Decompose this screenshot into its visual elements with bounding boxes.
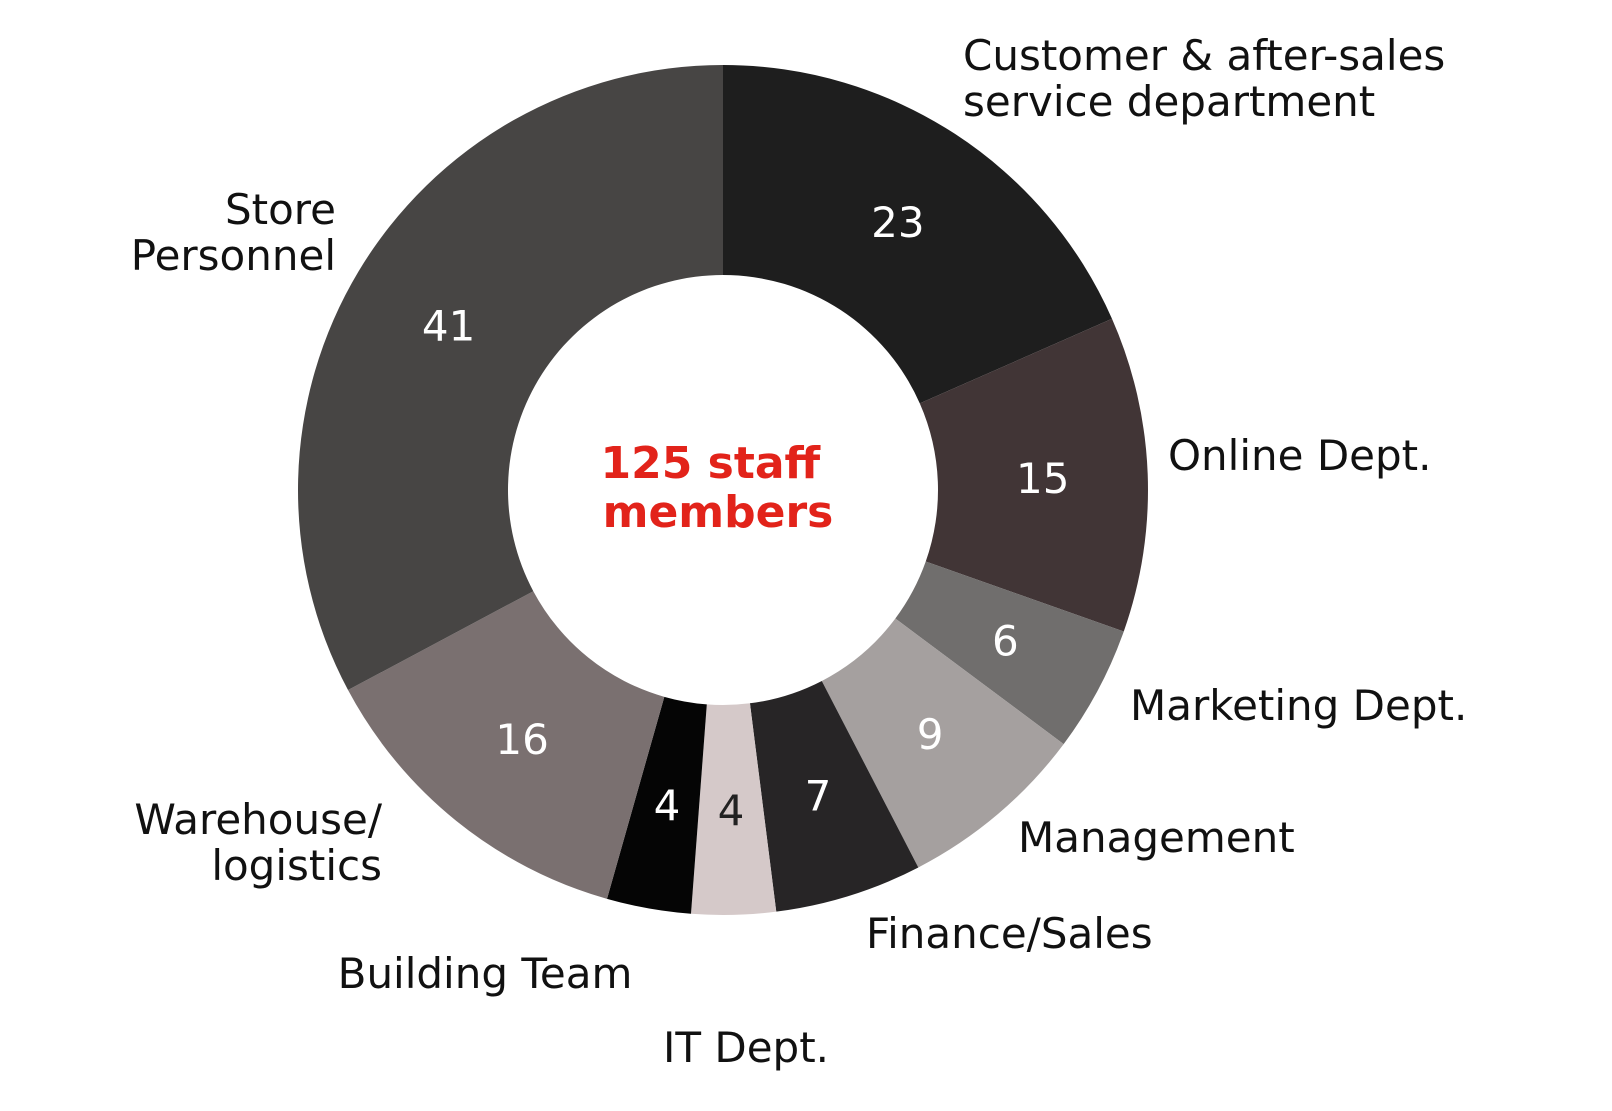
slice-value-label: 6 [992, 617, 1019, 666]
slice-value-label: 15 [1016, 454, 1069, 503]
slice-value-label: 16 [495, 715, 548, 764]
slice [348, 591, 665, 899]
slice-value-label: 9 [917, 710, 944, 759]
slice [895, 561, 1124, 745]
slice-category-label: Finance/Sales [866, 909, 1153, 958]
slice-category-label: Customer & after-sales service department [963, 31, 1445, 126]
slice-value-label: 4 [654, 781, 681, 830]
slice-value-label: 23 [871, 198, 924, 247]
category-labels-group: Customer & after-sales service department… [131, 31, 1468, 1072]
slice-category-label: IT Dept. [663, 1023, 829, 1072]
center-label-line-2: members [603, 487, 834, 538]
slices-group [297, 65, 1148, 915]
slice [821, 618, 1064, 868]
center-label-line-1: 125 staff [600, 438, 821, 489]
slice-category-label: Management [1018, 813, 1295, 862]
slice-category-label: Marketing Dept. [1130, 681, 1467, 730]
slice-category-label: Store Personnel [131, 185, 336, 280]
slice [749, 680, 919, 912]
slice [297, 65, 723, 691]
value-labels-group: 23 15 69 7 44 16 41 [422, 198, 1070, 835]
slice-value-label: 41 [422, 301, 475, 350]
slice-value-label: 4 [718, 786, 745, 835]
slice [723, 65, 1112, 404]
slice-category-label: Building Team [338, 949, 633, 998]
slice [690, 703, 777, 915]
slice [606, 696, 707, 914]
slice [919, 318, 1148, 632]
slice-category-label: Warehouse/logistics [134, 795, 382, 890]
center-label: 125 staff members [600, 438, 835, 538]
slice-category-label: Online Dept. [1168, 431, 1431, 480]
slice-value-label: 7 [805, 772, 832, 821]
